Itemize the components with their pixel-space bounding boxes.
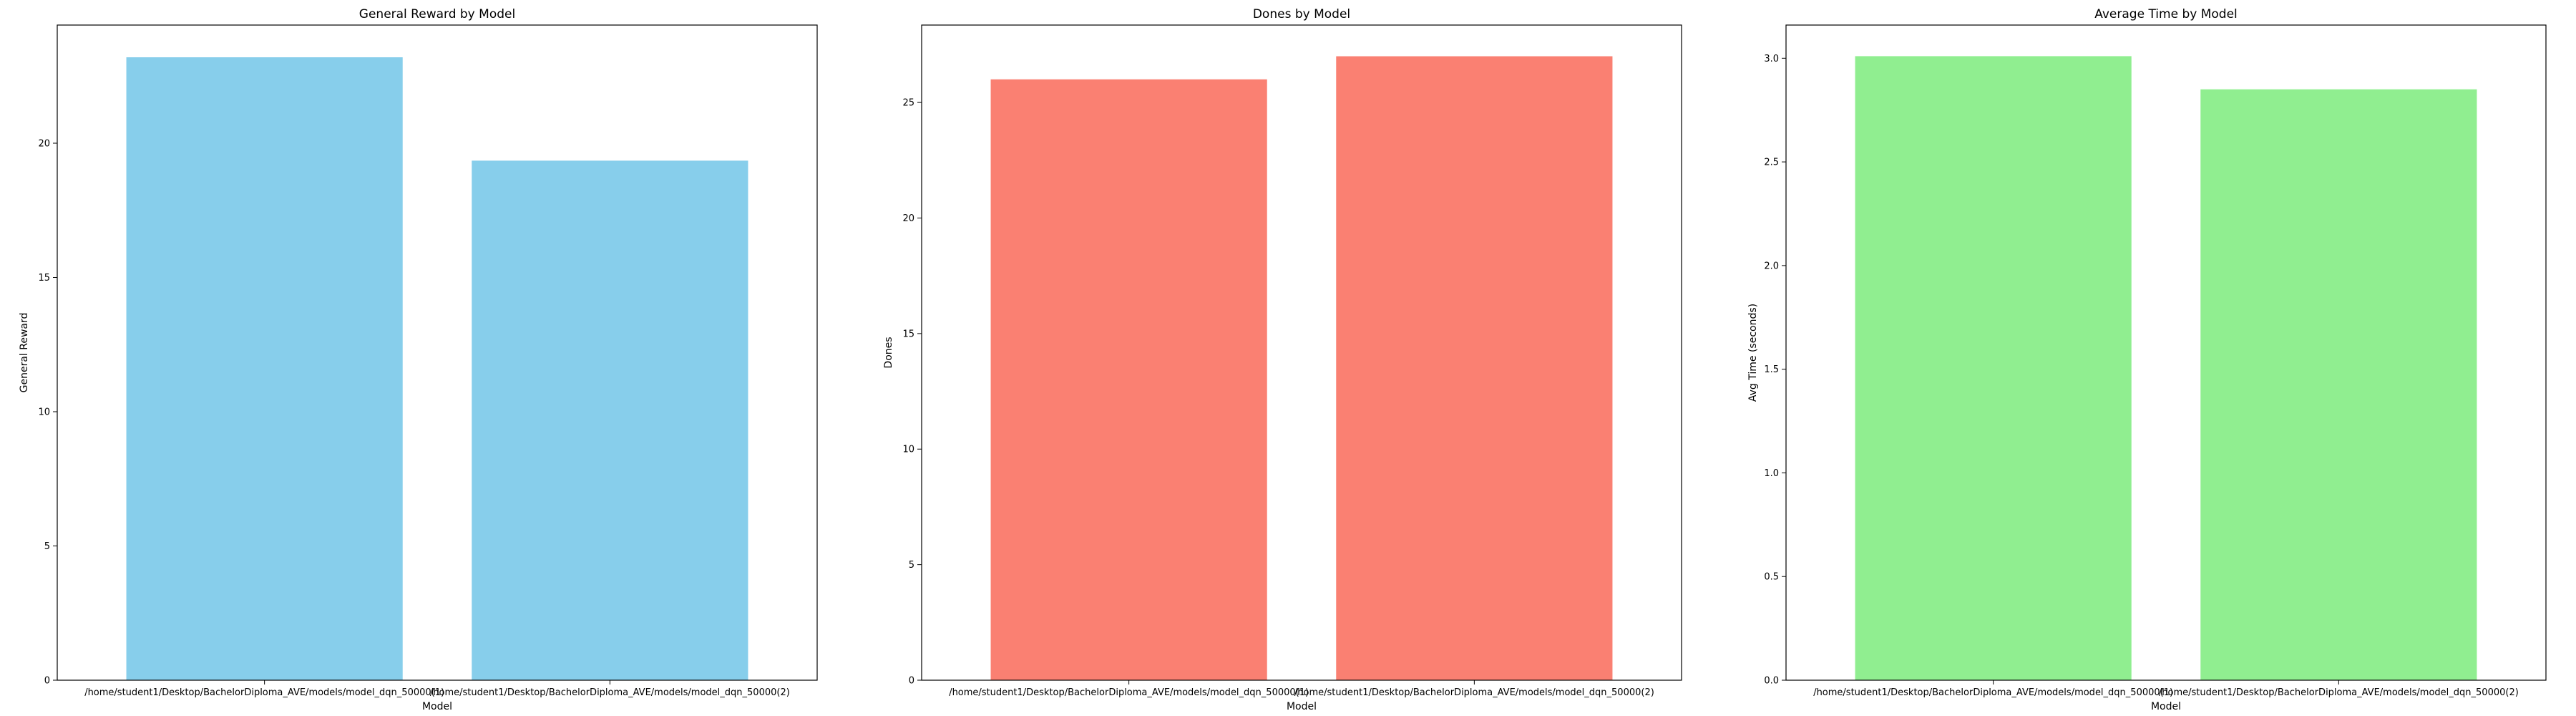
x-axis-label: Model — [1287, 701, 1317, 712]
y-axis-label: Dones — [883, 337, 894, 368]
bar-2 — [2200, 89, 2477, 681]
chart-1: General Reward by Model 0 5 10 15 20/home/stu… — [19, 7, 818, 712]
chart-2: Dones by Model 0 5 10 15 20 25/home/student1/D… — [883, 7, 1682, 712]
y-tick-label: 15 — [38, 273, 50, 284]
x-axis-label: Model — [2151, 701, 2181, 712]
y-tick-label: 2.0 — [1764, 261, 1779, 271]
chart-title: Average Time by Model — [2094, 7, 2238, 21]
y-tick-label: 10 — [38, 407, 50, 418]
chart-title: Dones by Model — [1253, 7, 1350, 21]
y-tick-label: 20 — [38, 139, 50, 150]
bar-2 — [1336, 56, 1613, 681]
bar-1 — [126, 57, 403, 680]
y-tick-label: 2.5 — [1764, 158, 1779, 168]
y-tick-label: 0 — [44, 676, 50, 687]
bar-2 — [472, 160, 748, 680]
y-tick-label: 0 — [909, 676, 914, 687]
plot-frame — [921, 24, 1682, 681]
plot-frame — [57, 24, 818, 681]
x-axis-label: Model — [422, 701, 452, 712]
y-tick-label: 0.0 — [1764, 676, 1779, 687]
chart-title: General Reward by Model — [359, 7, 515, 21]
y-tick-label: 3.0 — [1764, 54, 1779, 64]
x-tick-label: /home/student1/Desktop/BachelorDiploma_A… — [2159, 687, 2519, 698]
x-tick-label: /home/student1/Desktop/BachelorDiploma_A… — [949, 687, 1309, 698]
chart-3: Average Time by Model 0.0 0.5 1.0 1.5 2.0 2.5 3… — [1747, 7, 2547, 712]
y-tick-label: 1.5 — [1764, 364, 1779, 375]
x-tick-label: /home/student1/Desktop/BachelorDiploma_A… — [1294, 687, 1654, 698]
bar-1 — [1855, 56, 2132, 681]
y-tick-label: 1.0 — [1764, 468, 1779, 479]
x-tick-label: /home/student1/Desktop/BachelorDiploma_A… — [430, 687, 790, 698]
y-tick-label: 20 — [902, 213, 914, 224]
y-tick-label: 25 — [902, 98, 914, 109]
y-axis-label: Avg Time (seconds) — [1747, 304, 1759, 402]
y-tick-label: 15 — [902, 329, 914, 339]
x-tick-label: /home/student1/Desktop/BachelorDiploma_A… — [84, 687, 444, 698]
plot-frame — [1785, 24, 2547, 681]
charts-container: General Reward by Model 0 5 10 15 20/home/stu… — [19, 7, 2547, 712]
y-tick-label: 5 — [909, 560, 914, 571]
y-axis-label: General Reward — [19, 313, 30, 393]
x-tick-label: /home/student1/Desktop/BachelorDiploma_A… — [1813, 687, 2173, 698]
y-tick-label: 5 — [44, 541, 50, 552]
y-tick-label: 0.5 — [1764, 572, 1779, 583]
bar-1 — [990, 79, 1267, 680]
y-tick-label: 10 — [902, 445, 914, 455]
